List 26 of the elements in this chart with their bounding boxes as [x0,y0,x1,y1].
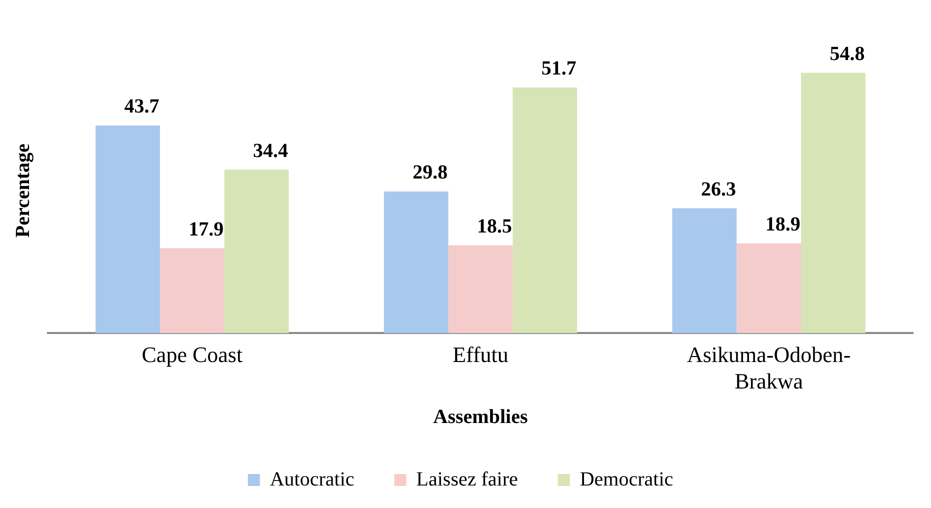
bar [801,72,866,334]
data-label: 51.7 [541,58,576,80]
x-axis-title: Assemblies [433,406,528,428]
bar [96,125,160,334]
x-tick-label: Effutu [452,342,508,368]
bar [512,87,578,334]
data-label: 29.8 [412,162,448,184]
bar [384,192,448,334]
legend-label: Democratic [580,468,674,490]
legend-label: Laissez faire [416,468,518,490]
x-tick-label: Asikuma-Odoben-Brakwa [686,342,851,394]
data-label: 18.9 [765,214,800,236]
bar [448,245,513,334]
legend-label: Autocratic [270,468,354,490]
data-label: 43.7 [124,96,160,118]
bar [224,170,289,334]
x-tick-label: Cape Coast [142,342,243,368]
bar [672,208,737,334]
data-label: 34.4 [253,140,288,162]
data-label: 54.8 [830,42,865,65]
bar [160,248,224,334]
y-axis-title: Percentage [12,143,34,238]
data-label: 26.3 [700,178,736,200]
data-label: 17.9 [188,218,224,240]
data-label: 18.5 [477,215,512,238]
bar [736,243,802,334]
